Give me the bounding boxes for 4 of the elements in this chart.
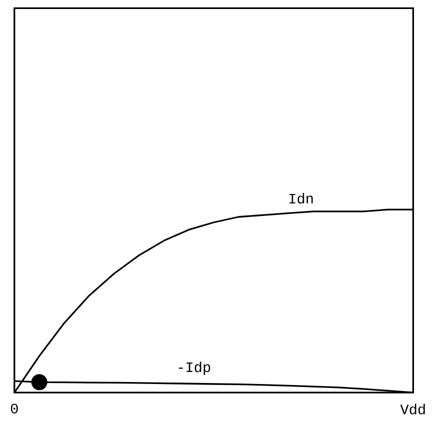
series-label: Idn [290, 193, 313, 204]
x-tick-label: Vdd [400, 404, 425, 414]
series-label: -Idp [178, 362, 210, 376]
x-tick-label: 0 [10, 404, 18, 414]
